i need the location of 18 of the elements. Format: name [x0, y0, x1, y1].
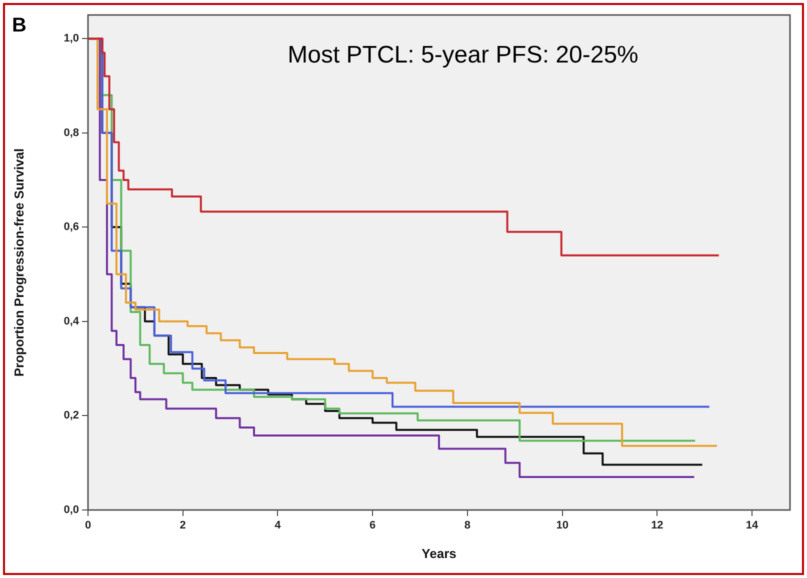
y-tick-label: 0,8 — [64, 126, 79, 139]
y-tick-label: 0,2 — [64, 410, 79, 422]
y-tick-label: 0,0 — [64, 504, 79, 516]
x-tick-label: 2 — [180, 520, 186, 532]
y-axis-title: Proportion Progression-free Survival — [11, 148, 26, 377]
y-tick-label: 0,4 — [64, 315, 80, 328]
x-tick-label: 6 — [370, 520, 376, 532]
y-tick-label: 0,6 — [64, 221, 79, 234]
x-tick-label: 10 — [556, 520, 568, 532]
x-axis-title: Years — [422, 546, 456, 561]
text: B — [12, 14, 26, 37]
x-tick-label: 0 — [84, 520, 92, 532]
x-tick-label: 8 — [464, 520, 471, 532]
y-tick-label: 1,0 — [64, 32, 79, 45]
annotation: Most PTCL: 5-year PFS: 20-25% — [288, 42, 638, 69]
x-tick-label: 14 — [746, 520, 760, 532]
x-tick-label: 4 — [274, 520, 282, 532]
x-tick-label: 12 — [651, 520, 664, 532]
